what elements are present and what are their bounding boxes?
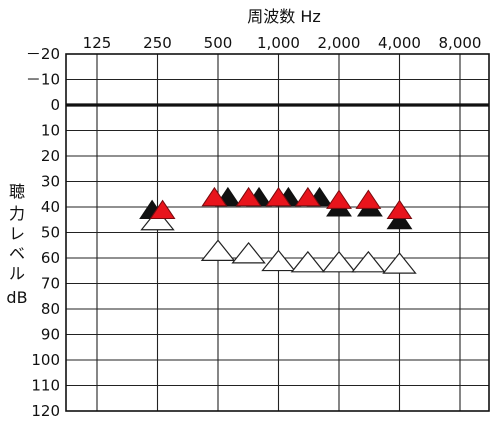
marker-red-triangle <box>149 199 176 220</box>
y-tick-label: 90 <box>41 326 60 344</box>
y-tick-label: －10 <box>26 71 60 89</box>
marker-white-triangle <box>200 239 236 261</box>
y-tick-label: 10 <box>41 122 60 140</box>
marker-white-triangle <box>321 250 357 273</box>
marker-black-triangle <box>386 209 413 230</box>
marker-white-triangle <box>140 208 175 231</box>
marker-red-triangle <box>386 199 413 220</box>
marker-white-triangle <box>231 241 266 264</box>
y-tick-label: 70 <box>41 275 60 293</box>
y-tick-label: 80 <box>41 300 60 318</box>
marker-white-triangle <box>351 250 386 273</box>
marker-red-triangle <box>265 186 292 207</box>
y-tick-label: 120 <box>31 402 60 420</box>
chart-grid <box>66 53 489 412</box>
chart-title: 周波数 Hz <box>247 7 321 26</box>
y-tick-label: 0 <box>50 96 60 114</box>
y-tick-label: 60 <box>41 249 60 267</box>
y-label-part: ベ <box>9 244 25 263</box>
x-tick-label: 4,000 <box>378 34 421 52</box>
y-tick-labels: －20 －10 0 10 20 30 40 50 60 70 80 90 100 110 120 <box>26 45 60 420</box>
y-tick-label: －20 <box>26 45 60 63</box>
marker-white-triangle <box>382 252 417 274</box>
y-label-part: 聴 <box>9 182 25 201</box>
y-tick-label: 20 <box>41 147 60 165</box>
x-tick-label: 2,000 <box>318 34 361 52</box>
marker-red-triangle <box>201 186 228 207</box>
y-tick-label: 40 <box>41 198 60 216</box>
y-label-part: レ <box>9 224 25 243</box>
marker-red-triangle <box>355 189 382 209</box>
y-label-part: 力 <box>9 204 25 223</box>
marker-red-triangle <box>294 186 321 207</box>
x-tick-label: 8,000 <box>439 34 482 52</box>
y-tick-label: 50 <box>41 224 60 242</box>
marker-white-triangle <box>261 249 296 272</box>
x-tick-labels: 125 250 500 1,000 2,000 4,000 8,000 <box>83 34 482 52</box>
y-label-part: dB <box>6 288 27 307</box>
x-tick-label: 1,000 <box>257 34 300 52</box>
data-markers <box>139 186 417 274</box>
y-label-part: ル <box>9 264 25 283</box>
x-tick-label: 500 <box>204 34 233 52</box>
plot-frame <box>65 53 490 412</box>
y-tick-label: 30 <box>41 173 60 191</box>
marker-white-triangle <box>290 250 326 273</box>
x-tick-label: 125 <box>83 34 112 52</box>
marker-red-triangle <box>235 186 262 207</box>
marker-red-triangle <box>326 189 352 209</box>
y-tick-label: 100 <box>31 351 60 369</box>
x-tick-label: 250 <box>143 34 172 52</box>
y-tick-label: 110 <box>31 377 60 395</box>
